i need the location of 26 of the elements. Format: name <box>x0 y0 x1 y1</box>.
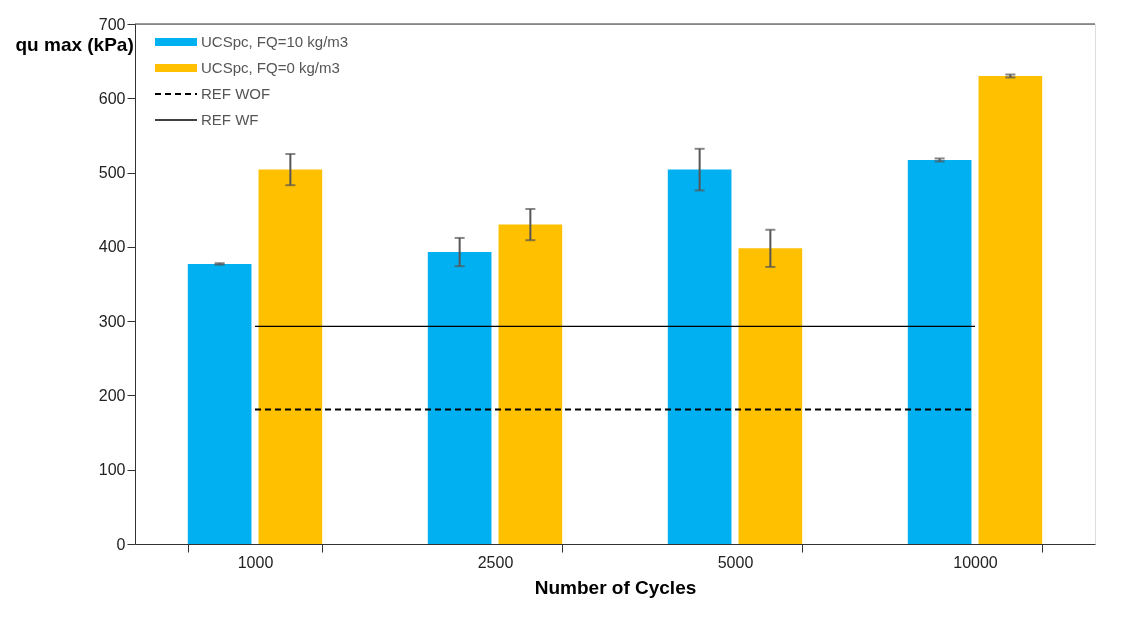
bar <box>498 224 563 544</box>
y-tick-label: 100 <box>98 461 126 479</box>
y-tick-label: 300 <box>98 312 126 330</box>
bar <box>978 76 1043 544</box>
legend-label: REF WOF <box>201 85 271 102</box>
legend-label: UCSpc, FQ=10 kg/m3 <box>201 33 349 50</box>
y-tick-label: 500 <box>98 164 126 182</box>
bar <box>667 169 732 544</box>
legend-label: UCSpc, FQ=0 kg/m3 <box>201 59 340 76</box>
y-tick-label: 600 <box>98 89 126 107</box>
bar <box>258 169 323 544</box>
bar <box>738 248 803 544</box>
x-tick-label: 10000 <box>953 553 998 571</box>
x-axis-title: Number of Cycles <box>534 576 697 598</box>
y-tick-label: 400 <box>98 238 126 256</box>
y-tick-label: 700 <box>98 15 126 33</box>
y-tick-label: 0 <box>116 535 126 553</box>
x-tick-label: 5000 <box>717 553 754 571</box>
bar <box>427 252 492 544</box>
y-tick-label: 200 <box>98 386 126 404</box>
legend-label: REF WF <box>201 111 259 128</box>
bar <box>187 263 252 544</box>
x-tick-label: 1000 <box>237 553 274 571</box>
y-axis-title: qu max (kPa) <box>15 33 134 55</box>
bar <box>907 159 972 544</box>
x-tick-label: 2500 <box>477 553 514 571</box>
